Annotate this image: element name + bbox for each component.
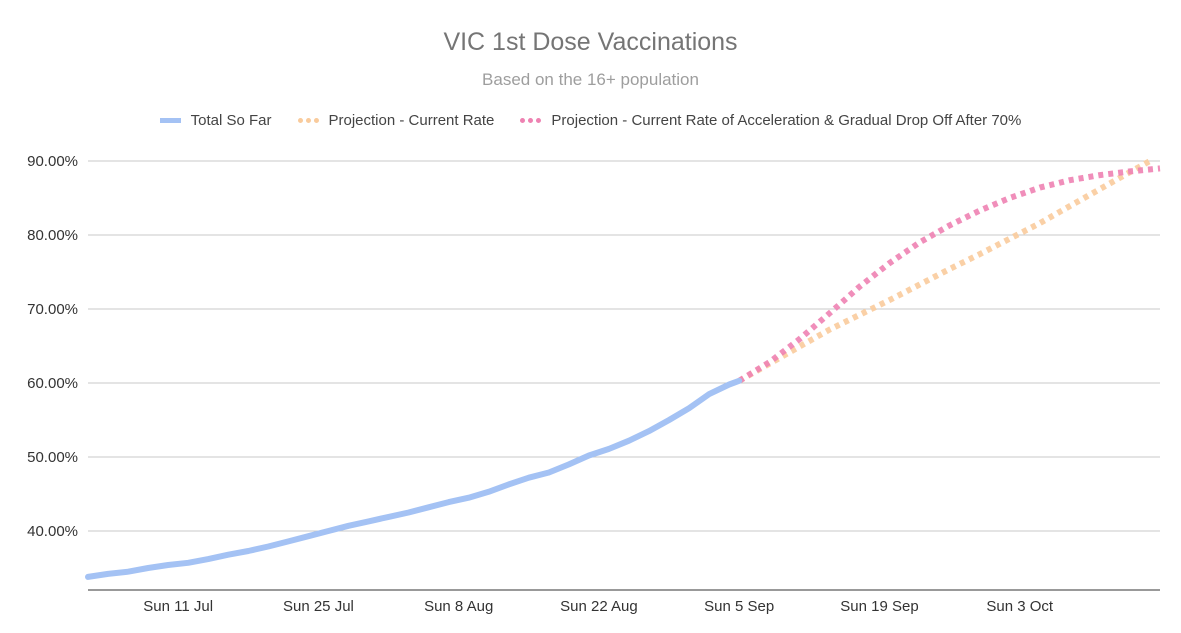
x-tick-label: Sun 8 Aug [424,598,493,615]
y-tick-label: 90.00% [27,153,78,170]
x-tick-label: Sun 22 Aug [560,598,638,615]
legend-label-projection-acceleration: Projection - Current Rate of Acceleratio… [551,112,1022,129]
legend-item-projection-acceleration[interactable]: Projection - Current Rate of Acceleratio… [520,112,1021,129]
y-tick-label: 50.00% [27,449,78,466]
legend-swatch-total-so-far [159,118,181,123]
x-tick-label: Sun 11 Jul [143,598,213,615]
legend-label-total-so-far: Total So Far [190,112,272,129]
x-tick-label: Sun 25 Jul [283,598,354,615]
legend-item-total-so-far[interactable]: Total So Far [159,112,272,129]
x-tick-label: Sun 19 Sep [840,598,918,615]
series-line-total-so-far [85,377,743,580]
chart-subtitle: Based on the 16+ population [482,70,699,89]
legend-label-projection-current-rate: Projection - Current Rate [328,112,495,129]
y-tick-label: 80.00% [27,227,78,244]
legend: Total So Far Projection - Current Rate P… [0,112,1181,129]
y-tick-label: 40.00% [27,523,78,540]
chart-title: VIC 1st Dose Vaccinations [443,28,738,56]
series-line-projection-acceleration [737,165,1161,384]
legend-swatch-projection-acceleration [520,118,542,123]
series-line-projection-current-rate [737,158,1152,384]
x-tick-label: Sun 5 Sep [704,598,774,615]
y-tick-label: 70.00% [27,301,78,318]
legend-item-projection-current-rate[interactable]: Projection - Current Rate [297,112,495,129]
legend-swatch-projection-current-rate [297,118,319,123]
y-tick-label: 60.00% [27,375,78,392]
x-tick-label: Sun 3 Oct [986,598,1054,615]
